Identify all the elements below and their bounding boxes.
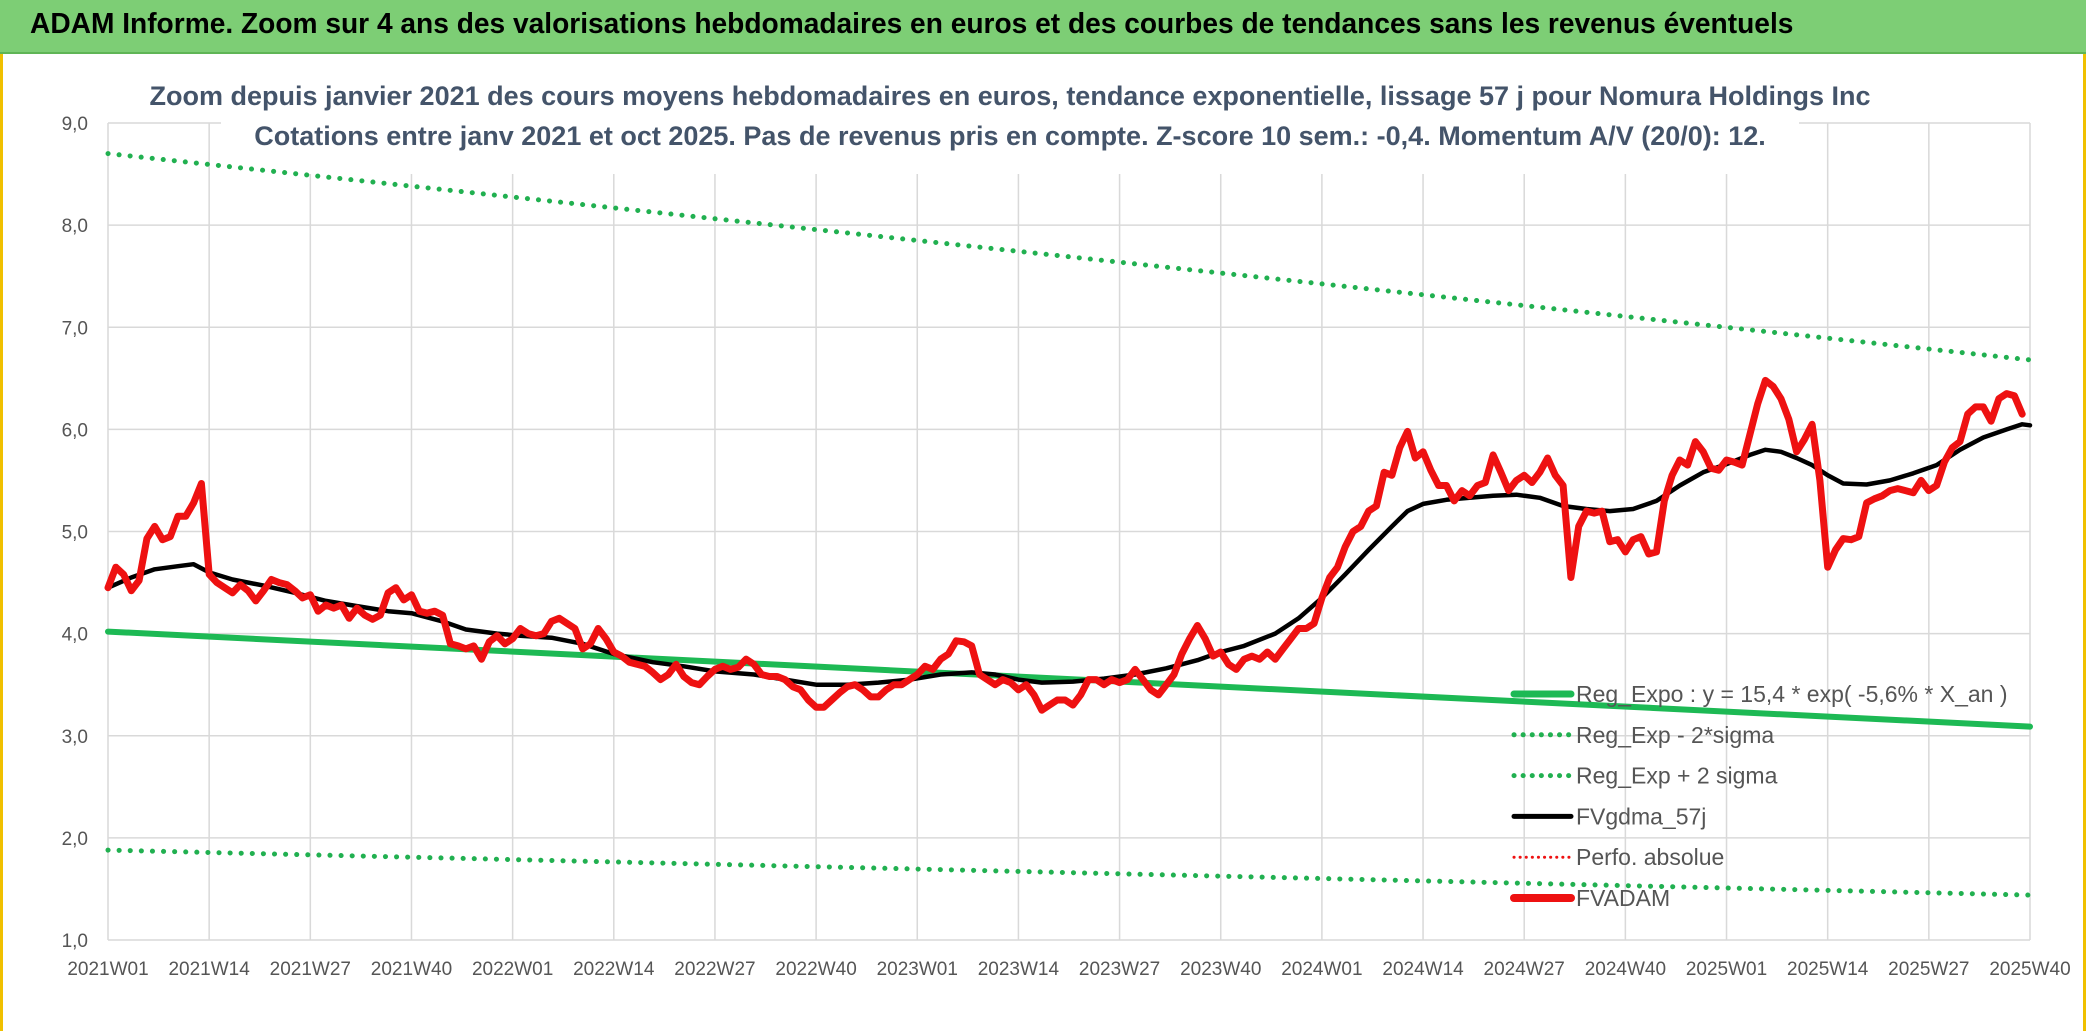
x-tick-label: 2021W40 xyxy=(371,959,452,980)
x-tick-label: 2023W14 xyxy=(978,959,1060,980)
x-tick-label: 2021W14 xyxy=(168,959,250,980)
reg-expo-line xyxy=(105,628,2033,730)
x-tick-label: 2024W40 xyxy=(1585,959,1666,980)
x-tick-label: 2021W27 xyxy=(270,959,351,980)
y-tick-label: 8,0 xyxy=(62,216,88,237)
x-axis-ticks: 2021W01 2021W14 2021W27 2021W40 2022W01 2022W… xyxy=(67,959,2070,980)
y-tick-label: 3,0 xyxy=(62,727,88,748)
chart-title-line1: Zoom depuis janvier 2021 des cours moyen… xyxy=(150,81,1871,111)
legend-label: Reg_Expo : y = 15,4 * exp( -5,6% * X_an … xyxy=(1576,681,2008,707)
title-box xyxy=(221,74,1799,174)
legend: Reg_Expo : y = 15,4 * exp( -5,6% * X_an … xyxy=(1510,681,2008,911)
reg-exp-plus-2sigma-line xyxy=(105,151,2033,363)
y-tick-label: 7,0 xyxy=(62,318,88,339)
x-tick-label: 2021W01 xyxy=(67,959,148,980)
x-tick-label: 2023W27 xyxy=(1079,959,1160,980)
report-title: ADAM Informe. Zoom sur 4 ans des valoris… xyxy=(30,8,1794,40)
legend-label: Reg_Exp + 2 sigma xyxy=(1576,763,1778,789)
y-tick-label: 1,0 xyxy=(62,931,88,952)
x-tick-label: 2025W40 xyxy=(1989,959,2070,980)
y-tick-label: 5,0 xyxy=(62,523,88,544)
y-tick-label: 2,0 xyxy=(62,829,88,850)
x-tick-label: 2025W14 xyxy=(1787,959,1869,980)
x-tick-label: 2022W14 xyxy=(573,959,655,980)
x-tick-label: 2024W27 xyxy=(1484,959,1565,980)
legend-label: FVgdma_57j xyxy=(1576,803,1706,829)
fvadam-line xyxy=(104,376,2026,714)
chart-title-line2: Cotations entre janv 2021 et oct 2025. P… xyxy=(254,121,1766,151)
y-axis-ticks: 1,0 2,0 3,0 4,0 5,0 6,0 7,0 8,0 9,0 xyxy=(62,114,88,952)
legend-label: Reg_Exp - 2*sigma xyxy=(1576,722,1774,748)
series xyxy=(104,151,2033,898)
report-header-banner: ADAM Informe. Zoom sur 4 ans des valoris… xyxy=(0,0,2086,54)
legend-label: Perfo. absolue xyxy=(1576,844,1724,870)
x-tick-label: 2023W40 xyxy=(1180,959,1261,980)
gridlines xyxy=(107,122,2031,941)
x-tick-label: 2022W27 xyxy=(674,959,755,980)
x-tick-label: 2025W01 xyxy=(1686,959,1767,980)
y-tick-label: 4,0 xyxy=(62,625,88,646)
line-chart: Zoom depuis janvier 2021 des cours moyen… xyxy=(62,74,2071,980)
x-tick-label: 2025W27 xyxy=(1888,959,1969,980)
x-tick-label: 2022W40 xyxy=(775,959,856,980)
reg-exp-minus-2sigma-line xyxy=(105,847,2033,898)
x-tick-label: 2024W14 xyxy=(1382,959,1464,980)
chart-frame: Zoom depuis janvier 2021 des cours moyen… xyxy=(0,54,2086,1031)
x-tick-label: 2024W01 xyxy=(1281,959,1362,980)
x-tick-label: 2023W01 xyxy=(877,959,958,980)
y-tick-label: 6,0 xyxy=(62,420,88,441)
x-tick-label: 2022W01 xyxy=(472,959,553,980)
fvgdma-57j-line xyxy=(105,422,2033,687)
y-tick-label: 9,0 xyxy=(62,114,88,135)
legend-label: FVADAM xyxy=(1576,885,1670,911)
